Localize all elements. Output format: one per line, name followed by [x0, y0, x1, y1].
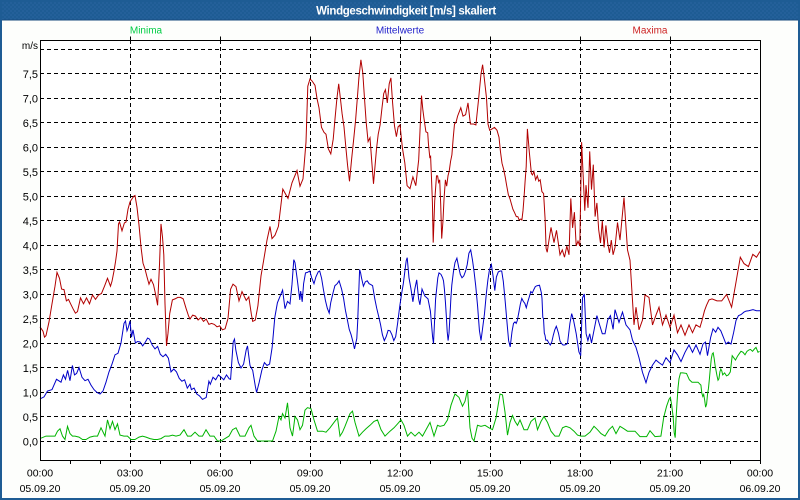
svg-text:18:00: 18:00 — [567, 468, 593, 480]
svg-text:Mittelwerte: Mittelwerte — [376, 26, 425, 37]
svg-text:09:00: 09:00 — [297, 468, 323, 480]
svg-text:05.09.20: 05.09.20 — [380, 483, 421, 495]
svg-text:05.09.20: 05.09.20 — [20, 483, 61, 495]
svg-text:7,0: 7,0 — [23, 94, 38, 106]
svg-text:05.09.20: 05.09.20 — [110, 483, 151, 495]
svg-text:7,5: 7,5 — [23, 69, 38, 81]
svg-text:5,5: 5,5 — [23, 167, 38, 179]
svg-text:05.09.20: 05.09.20 — [470, 483, 511, 495]
svg-text:1,0: 1,0 — [23, 388, 38, 400]
svg-text:06.09.20: 06.09.20 — [740, 483, 781, 495]
svg-text:4,0: 4,0 — [23, 241, 38, 253]
svg-text:05.09.20: 05.09.20 — [200, 483, 241, 495]
svg-text:Maxima: Maxima — [632, 26, 667, 37]
svg-text:06:00: 06:00 — [207, 468, 233, 480]
svg-text:5,0: 5,0 — [23, 192, 38, 204]
svg-text:2,0: 2,0 — [23, 339, 38, 351]
svg-text:6,5: 6,5 — [23, 118, 38, 130]
svg-text:05.09.20: 05.09.20 — [560, 483, 601, 495]
svg-text:6,0: 6,0 — [23, 143, 38, 155]
svg-text:2,5: 2,5 — [23, 314, 38, 326]
svg-text:Windgeschwindigkeit [m/s] skal: Windgeschwindigkeit [m/s] skaliert — [316, 6, 496, 18]
svg-text:21:00: 21:00 — [657, 468, 683, 480]
svg-text:3,0: 3,0 — [23, 290, 38, 302]
svg-text:03:00: 03:00 — [117, 468, 143, 480]
svg-text:0,0: 0,0 — [23, 437, 38, 449]
svg-text:05.09.20: 05.09.20 — [290, 483, 331, 495]
svg-text:4,5: 4,5 — [23, 216, 38, 228]
svg-text:00:00: 00:00 — [27, 468, 53, 480]
svg-text:Minima: Minima — [130, 26, 163, 37]
svg-text:05.09.20: 05.09.20 — [650, 483, 691, 495]
svg-text:m/s: m/s — [22, 41, 38, 52]
svg-text:00:00: 00:00 — [747, 468, 773, 480]
svg-text:1,5: 1,5 — [23, 363, 38, 375]
svg-text:3,5: 3,5 — [23, 265, 38, 277]
svg-text:12:00: 12:00 — [387, 468, 413, 480]
svg-text:0,5: 0,5 — [23, 412, 38, 424]
svg-text:15:00: 15:00 — [477, 468, 503, 480]
